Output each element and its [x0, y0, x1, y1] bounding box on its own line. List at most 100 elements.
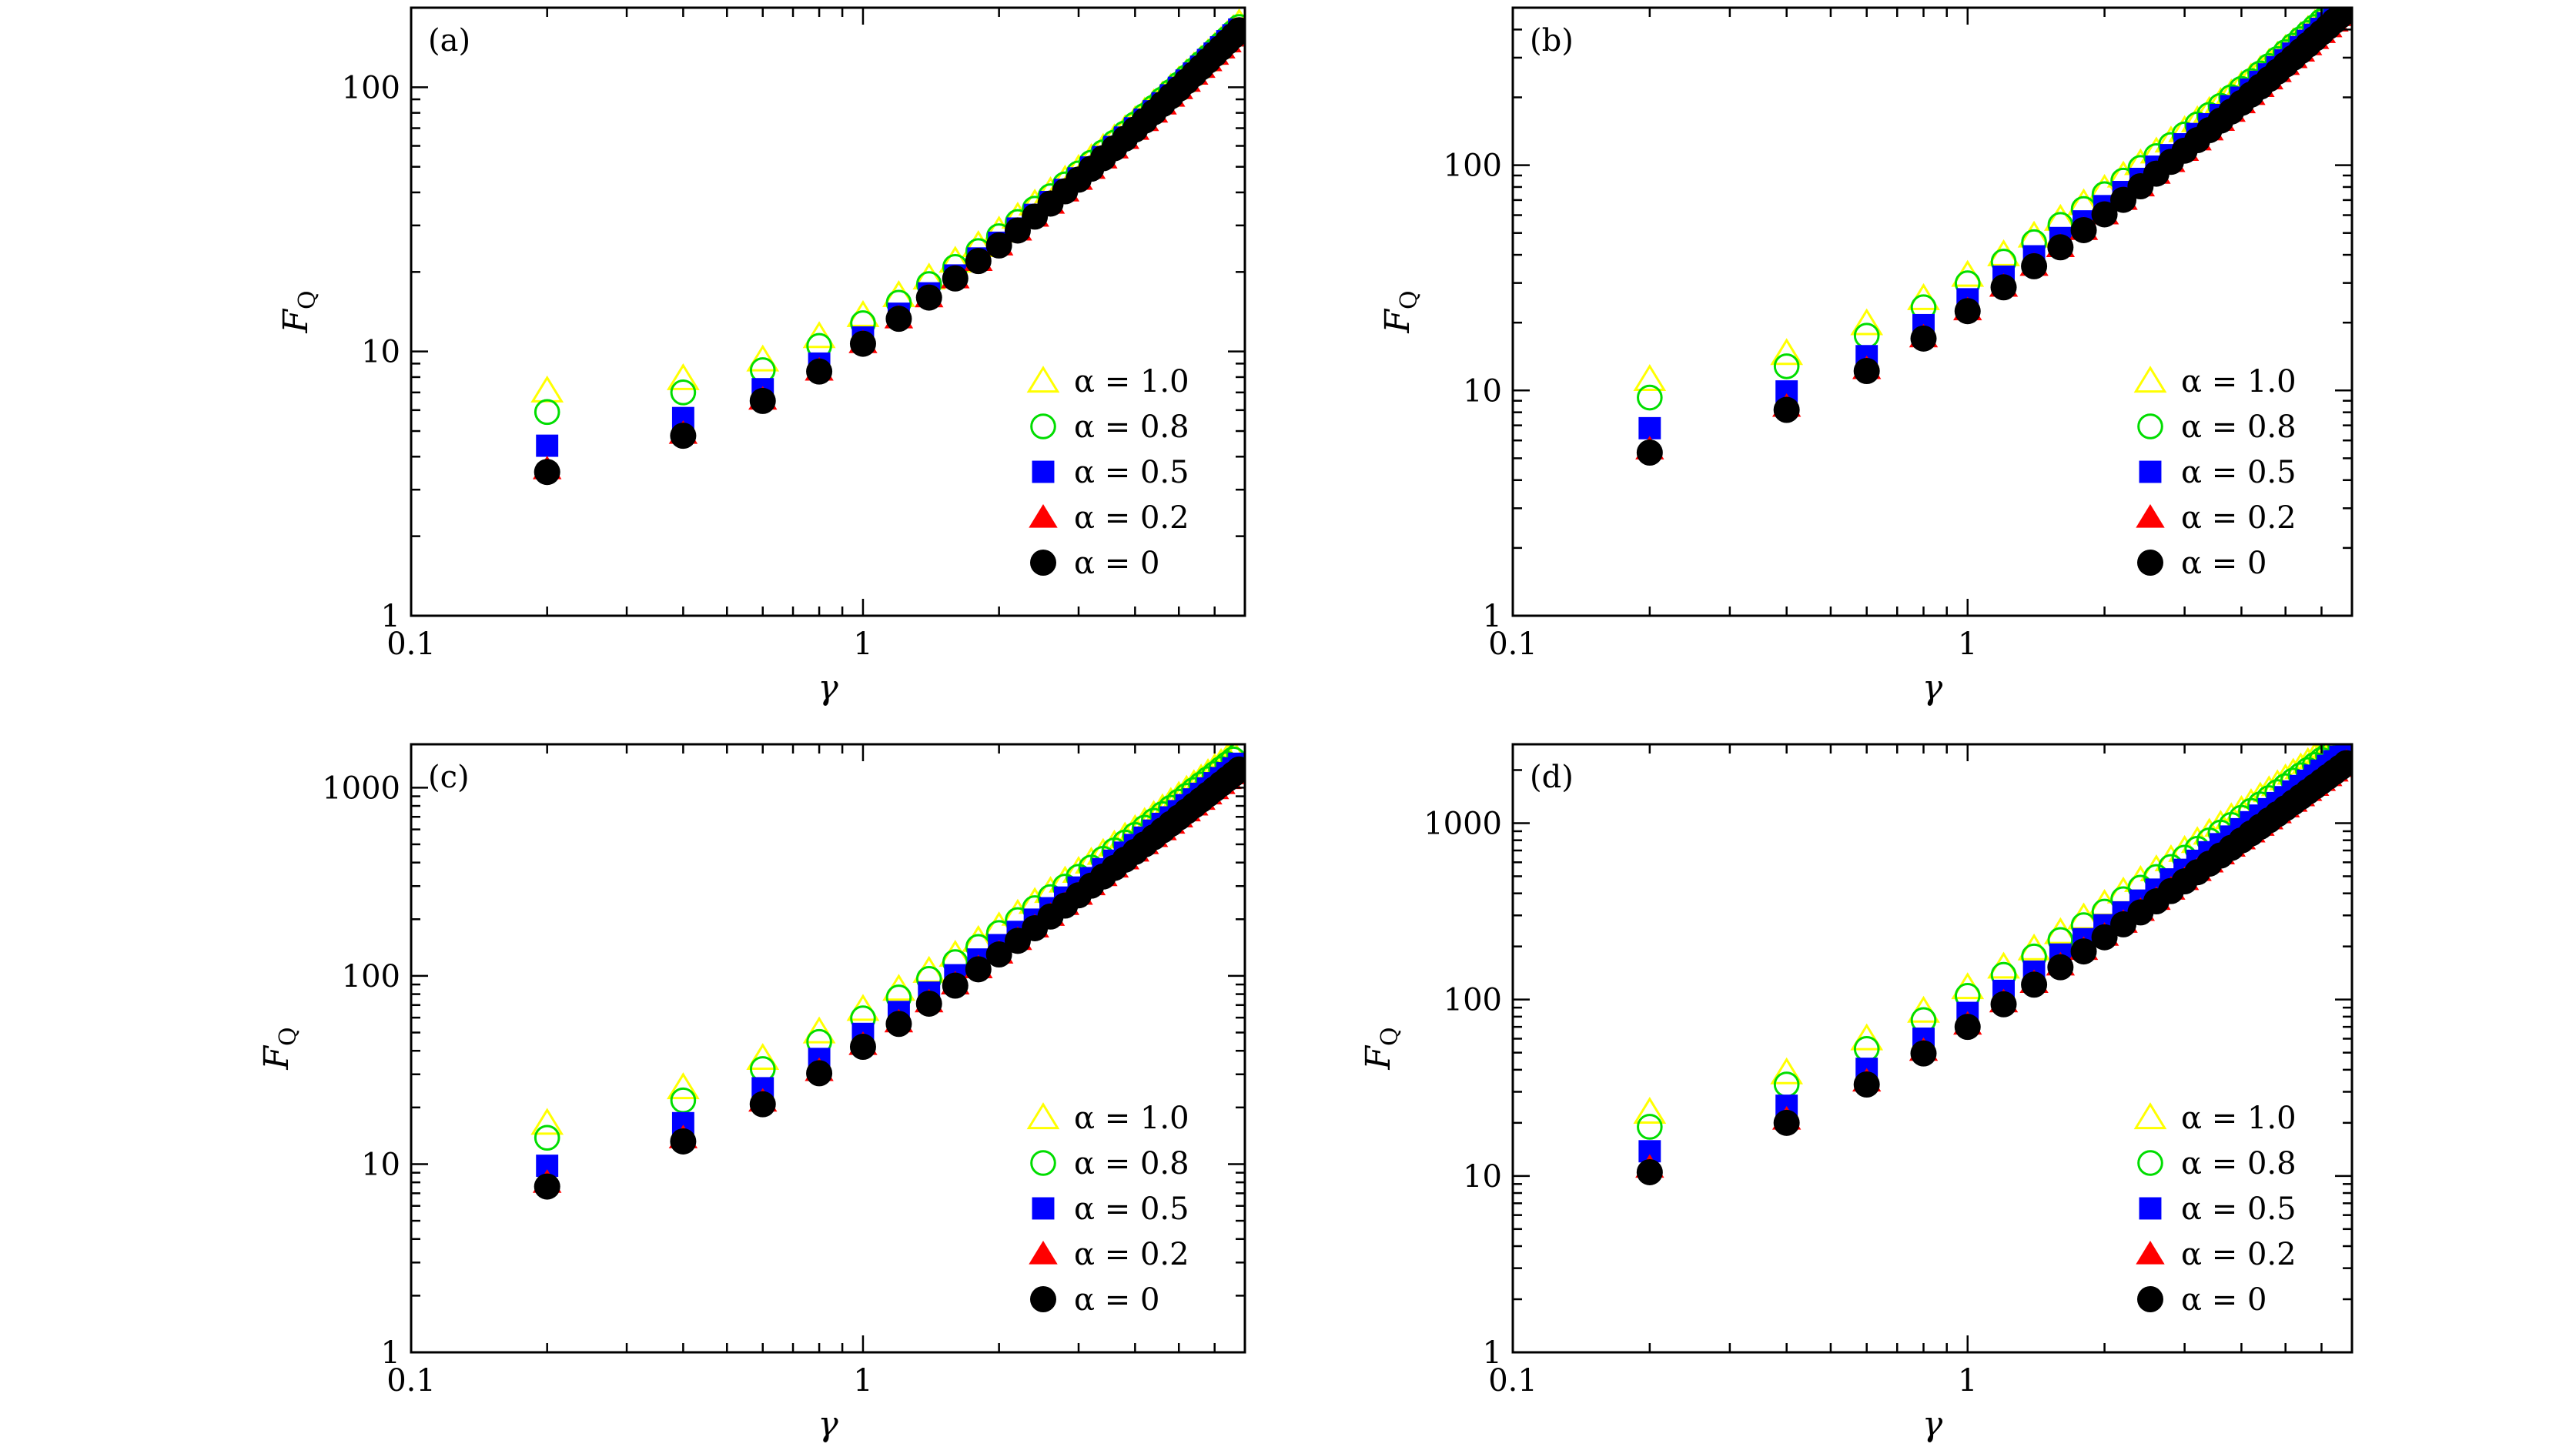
legend-item: α = 0.5 — [2139, 455, 2297, 490]
data-point — [802, 321, 836, 349]
legend-label: α = 1.0 — [1074, 1101, 1189, 1136]
data-point — [1951, 259, 1985, 287]
legend-item: α = 0.2 — [2136, 500, 2297, 536]
series-alpha-1-0 — [530, 8, 1245, 403]
data-points — [530, 8, 1245, 486]
data-point — [1770, 1057, 1804, 1084]
data-point — [1954, 1014, 1981, 1041]
legend-label: α = 0.8 — [1074, 409, 1189, 445]
legend-marker — [1030, 1150, 1056, 1176]
y-tick-label: 1 — [381, 1335, 400, 1371]
legend-label: α = 1.0 — [2181, 364, 2297, 399]
data-point — [1910, 325, 1937, 352]
data-point — [530, 375, 564, 403]
y-axis-label: FQ — [257, 1027, 302, 1070]
panel-label: (b) — [1530, 23, 1574, 58]
data-point — [885, 306, 912, 333]
x-tick-label: 0.1 — [1488, 1363, 1537, 1399]
data-point — [1954, 298, 1981, 325]
legend-label: α = 0.2 — [1074, 1237, 1189, 1272]
series-alpha-0 — [1636, 750, 2352, 1185]
y-axis-label: FQ — [1359, 1027, 1403, 1070]
series-alpha-0-8 — [1637, 8, 2352, 411]
data-point — [849, 330, 876, 357]
y-axis-label-main: F — [1378, 309, 1417, 334]
data-point — [1990, 274, 2017, 301]
y-tick-label: 1 — [1483, 1335, 1502, 1371]
data-point — [885, 1011, 912, 1038]
legend-marker — [1029, 504, 1058, 528]
data-point — [942, 265, 969, 292]
data-point — [1636, 439, 1663, 466]
data-point — [802, 1016, 836, 1044]
data-point — [670, 379, 697, 406]
data-point — [2047, 954, 2074, 981]
data-point — [1226, 756, 1245, 783]
data-point — [2070, 216, 2097, 243]
data-point — [1773, 1071, 1800, 1098]
legend-item: α = 0.2 — [2136, 1237, 2297, 1272]
legend-item: α = 0.2 — [1029, 1237, 1189, 1272]
data-points — [530, 744, 1245, 1200]
y-tick-label: 100 — [1444, 149, 1502, 184]
legend-item: α = 1.0 — [1026, 1101, 1189, 1136]
legend-marker — [2137, 1286, 2163, 1312]
data-point — [846, 299, 880, 327]
legend-label: α = 0.2 — [1074, 500, 1189, 536]
data-point — [667, 1072, 700, 1100]
data-points — [1633, 744, 2352, 1185]
y-axis-label-main: F — [276, 309, 316, 334]
legend-item: α = 0.8 — [2137, 409, 2297, 445]
series-alpha-1-0 — [530, 744, 1245, 1135]
legend-label: α = 0.8 — [2181, 1146, 2297, 1181]
data-point — [1853, 358, 1880, 385]
legend-label: α = 1.0 — [1074, 364, 1189, 399]
legend-marker — [1026, 366, 1060, 393]
legend-marker — [1026, 1102, 1060, 1130]
data-point — [915, 990, 942, 1017]
legend-label: α = 0.2 — [2181, 500, 2297, 536]
data-point — [846, 994, 880, 1021]
legend-label: α = 0.8 — [1074, 1146, 1189, 1181]
legend-marker — [2139, 460, 2162, 483]
data-point — [670, 423, 697, 449]
legend-label: α = 1.0 — [2181, 1101, 2297, 1136]
data-point — [1226, 17, 1245, 44]
data-point — [1773, 353, 1800, 379]
data-point — [1987, 239, 2020, 266]
data-point — [882, 279, 915, 307]
data-point — [806, 358, 833, 385]
legend: α = 1.0 α = 0.8 α = 0.5 α = 0.2 α = 0 — [1026, 1101, 1189, 1318]
data-point — [1951, 972, 1985, 1000]
data-point — [2333, 750, 2352, 777]
legend-marker — [1029, 1241, 1058, 1265]
legend-label: α = 0.8 — [2181, 409, 2297, 445]
y-tick-label: 100 — [1444, 983, 1502, 1018]
data-point — [534, 459, 560, 486]
legend-item: α = 0.8 — [1030, 409, 1189, 445]
plot-frame — [410, 6, 1246, 617]
data-point — [1773, 1109, 1800, 1136]
legend-label: α = 0.5 — [2181, 1191, 2297, 1227]
legend-item: α = 1.0 — [2133, 1101, 2297, 1136]
legend-item: α = 0.5 — [1032, 455, 1189, 490]
data-point — [1770, 338, 1804, 366]
data-point — [749, 1091, 776, 1118]
data-point — [1637, 1114, 1663, 1140]
data-point — [1853, 322, 1880, 349]
legend-label: α = 0 — [2181, 1282, 2267, 1318]
data-point — [1773, 396, 1800, 423]
data-point — [534, 1125, 560, 1151]
data-point — [2021, 971, 2048, 998]
data-point — [1638, 416, 1661, 439]
data-point — [1633, 1097, 1667, 1125]
data-point — [1910, 1040, 1937, 1067]
series-alpha-1-0 — [1633, 8, 2352, 391]
legend-marker — [1030, 1286, 1056, 1312]
data-point — [912, 955, 946, 983]
data-point — [985, 941, 1012, 968]
data-point — [2330, 744, 2352, 747]
legend-item: α = 1.0 — [1026, 364, 1189, 399]
